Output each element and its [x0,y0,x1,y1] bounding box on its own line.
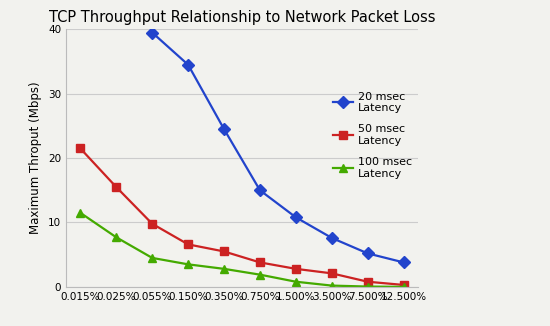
100 msec
Latency [328,284,335,288]
20 msec
Latency [293,215,299,219]
100 msec
Latency [113,235,119,239]
50 msec
Latency [257,260,263,264]
100 msec
Latency [77,211,84,215]
100 msec
Latency [257,273,263,276]
100 msec
Latency [221,267,227,271]
50 msec
Latency [293,267,299,271]
100 msec
Latency [365,285,371,289]
Y-axis label: Maximum Throput (Mbps): Maximum Throput (Mbps) [30,82,42,234]
Line: 20 msec
Latency: 20 msec Latency [148,28,408,267]
50 msec
Latency [77,146,84,150]
100 msec
Latency [149,256,156,260]
Line: 100 msec
Latency: 100 msec Latency [76,209,408,291]
50 msec
Latency [221,249,227,253]
100 msec
Latency [185,262,191,266]
Title: TCP Throughput Relationship to Network Packet Loss: TCP Throughput Relationship to Network P… [49,10,435,25]
20 msec
Latency [221,127,227,131]
100 msec
Latency [400,285,407,289]
50 msec
Latency [149,222,156,226]
20 msec
Latency [149,31,156,35]
100 msec
Latency [293,280,299,284]
Line: 50 msec
Latency: 50 msec Latency [76,144,408,289]
50 msec
Latency [185,243,191,246]
20 msec
Latency [185,63,191,67]
Legend: 20 msec
Latency, 50 msec
Latency, 100 msec
Latency: 20 msec Latency, 50 msec Latency, 100 ms… [333,92,412,179]
50 msec
Latency [400,283,407,287]
50 msec
Latency [113,185,119,189]
20 msec
Latency [328,236,335,240]
50 msec
Latency [328,272,335,275]
50 msec
Latency [365,280,371,284]
20 msec
Latency [400,260,407,264]
20 msec
Latency [365,251,371,255]
20 msec
Latency [257,188,263,192]
